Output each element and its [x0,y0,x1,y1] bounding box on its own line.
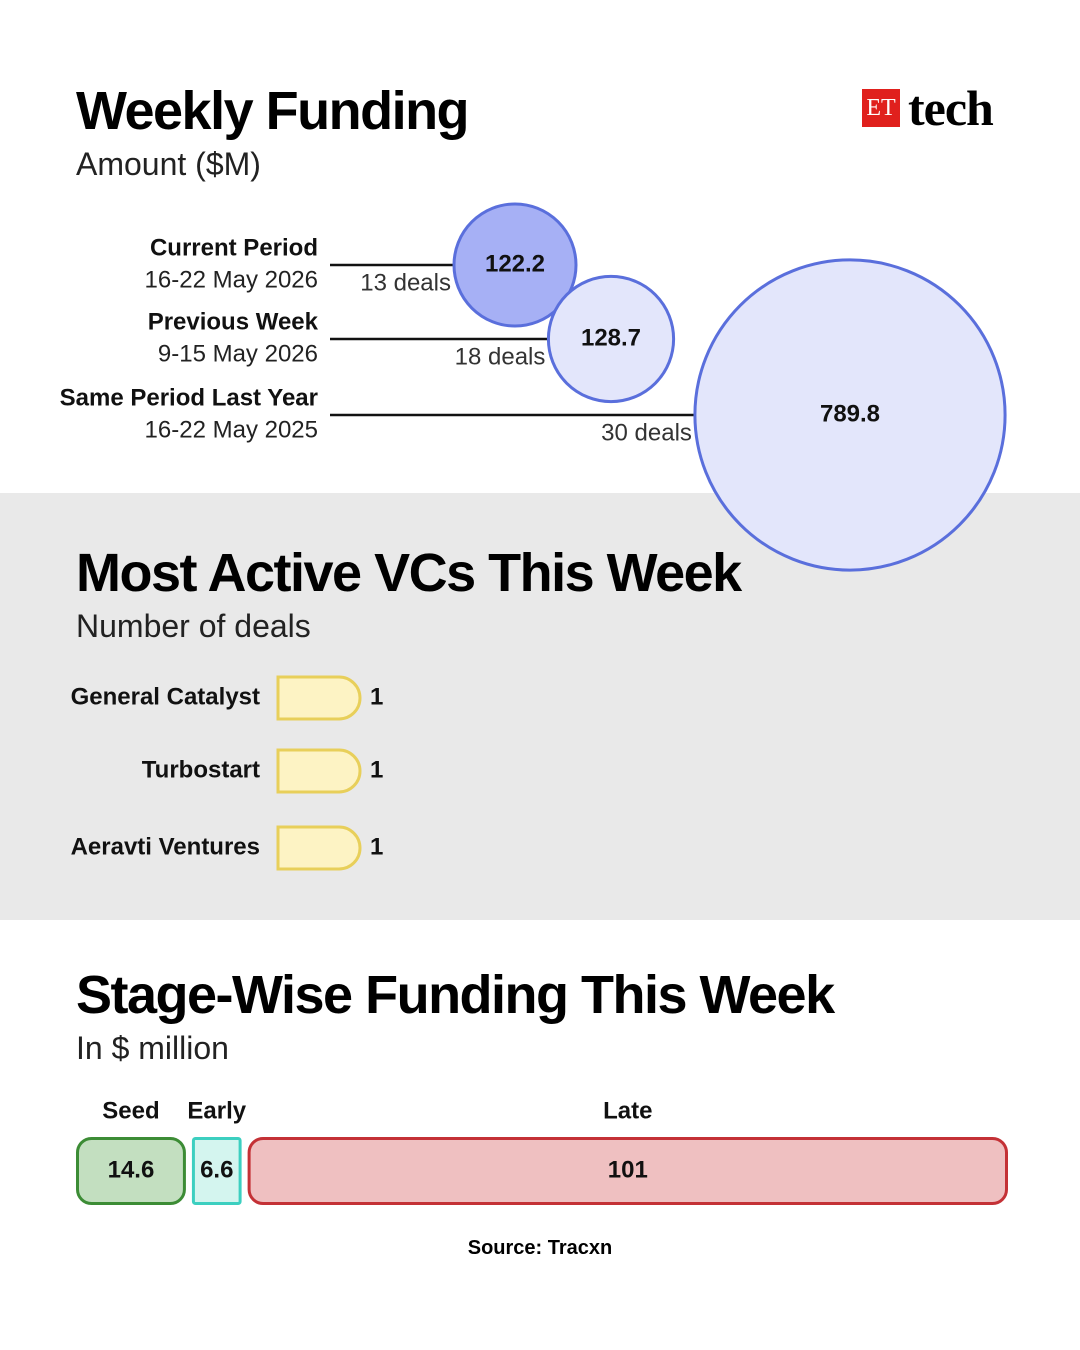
deals-label: 13 deals [360,269,451,296]
vc-deal-count: 1 [370,833,383,860]
stage-label: Seed [102,1097,159,1124]
funding-bubble [546,274,676,404]
vc-name: Turbostart [142,756,260,783]
deals-label: 18 deals [455,343,546,370]
period-dates: 16-22 May 2025 [145,416,318,443]
vcs-subtitle: Number of deals [76,608,311,644]
vcs-title: Most Active VCs This Week [76,543,742,603]
stage-segment-seed [76,1137,186,1205]
stage-title: Stage-Wise Funding This Week [76,965,835,1025]
weekly-funding-title: Weekly Funding [76,81,470,141]
stage-segment-late [247,1137,1009,1205]
weekly-funding-subtitle: Amount ($M) [76,146,261,182]
et-logo-mark: ET [862,89,900,127]
vc-deal-count: 1 [370,756,383,783]
et-tech-logo: ET tech [862,80,994,136]
vc-bar [276,675,362,721]
deals-label: 30 deals [601,419,692,446]
vc-deal-count: 1 [370,683,383,710]
bubble-value: 128.7 [581,324,641,351]
source-note: Source: Tracxn [467,1237,613,1259]
stage-value: 101 [608,1156,648,1183]
period-label: Current Period [150,234,318,261]
vc-bar [276,825,362,871]
funding-bubble [452,202,578,328]
stage-label: Early [187,1097,246,1124]
vc-section-background [0,493,1080,920]
vc-name: Aeravti Ventures [71,833,260,860]
vc-name: General Catalyst [71,683,260,710]
stage-subtitle: In $ million [76,1030,229,1066]
period-label: Previous Week [148,308,319,335]
period-label: Same Period Last Year [60,384,318,411]
period-dates: 16-22 May 2026 [145,266,318,293]
vc-bar [276,748,362,794]
stage-value: 14.6 [108,1156,155,1183]
period-dates: 9-15 May 2026 [158,340,318,367]
stage-segment-early [191,1137,242,1205]
bubble-value: 122.2 [485,250,545,277]
funding-bubble [693,258,1007,572]
stage-label: Late [603,1097,652,1124]
stage-value: 6.6 [200,1156,233,1183]
tech-wordmark: tech [908,80,994,136]
bubble-value: 789.8 [820,400,880,427]
